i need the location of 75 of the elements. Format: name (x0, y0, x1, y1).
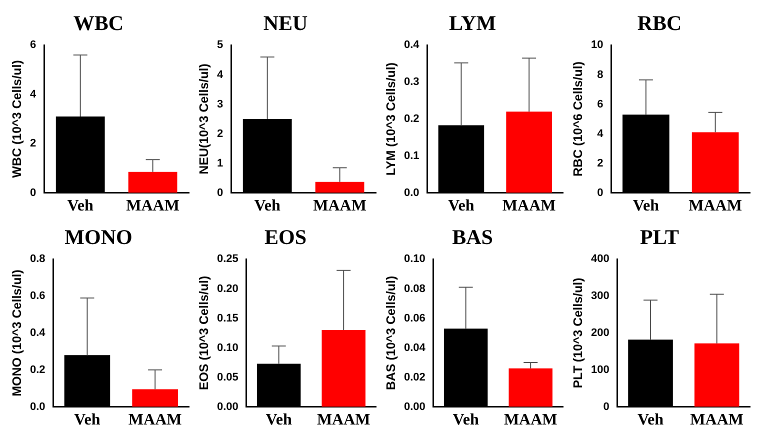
chart-title: EOS (264, 225, 307, 250)
x-tick-label: Veh (452, 412, 479, 429)
y-tick-label: 6 (30, 39, 36, 52)
x-tick-label: MAAM (688, 198, 742, 215)
y-axis-title: LYM (10^3 Cells/ul) (384, 62, 398, 176)
y-tick-label: 5 (216, 39, 224, 52)
y-tick-label: 200 (590, 327, 610, 340)
y-tick-label: 8 (597, 68, 604, 81)
y-tick-label: 0 (597, 186, 604, 199)
y-axis-title: MONO (10^3 Cells/ul) (10, 270, 24, 396)
x-tick-label: MAAM (313, 198, 366, 215)
y-tick-label: 0.25 (216, 253, 238, 266)
y-tick-label: 0.08 (404, 282, 426, 295)
x-tick-label: MAAM (316, 412, 370, 429)
y-tick-label: 100 (590, 364, 610, 376)
y-tick-label: 0 (216, 186, 224, 199)
y-tick-label: 4 (597, 128, 604, 140)
chart-title: NEU (263, 11, 308, 36)
y-tick-label: 0.4 (30, 327, 46, 340)
x-tick-label: Veh (632, 198, 660, 215)
x-tick-label: Veh (67, 198, 94, 215)
y-tick-label: 0.15 (216, 312, 238, 324)
x-tick-label: MAAM (504, 412, 558, 429)
x-tick-label: Veh (637, 412, 664, 429)
y-tick-label: 10 (590, 39, 604, 52)
y-axis-title: BAS (10^3 Cells/ul) (384, 276, 398, 390)
y-tick-label: 0.0 (404, 186, 420, 199)
y-tick-label: 2 (216, 128, 224, 140)
y-tick-label: 0.2 (404, 113, 420, 126)
chart-title: PLT (640, 225, 679, 250)
y-tick-label: 0.10 (404, 253, 426, 266)
y-tick-label: 0.0 (30, 400, 46, 413)
x-tick-label: MAAM (126, 198, 180, 215)
y-tick-label: 0.00 (216, 400, 238, 413)
y-tick-label: 0.00 (404, 400, 426, 413)
chart-title: BAS (452, 225, 493, 250)
y-tick-label: 3 (216, 98, 224, 110)
y-axis-title: PLT (10^3 Cells/ul) (570, 278, 585, 388)
y-tick-label: 4 (216, 68, 224, 81)
y-tick-label: 0.4 (404, 39, 420, 52)
x-tick-label: MAAM (128, 412, 182, 429)
y-axis-title: EOS (10^3 Cells/ul) (196, 276, 211, 390)
y-tick-label: 0.04 (404, 342, 426, 354)
y-tick-label: 0.05 (216, 371, 238, 384)
x-tick-label: Veh (74, 412, 100, 429)
y-tick-label: 0.02 (404, 371, 426, 384)
y-tick-label: 300 (590, 290, 610, 302)
chart-title: MONO (64, 225, 132, 250)
chart-title: WBC (73, 11, 124, 36)
y-tick-label: 0.06 (404, 312, 426, 324)
y-axis-title: NEU(10^3 Cells/ul) (196, 64, 211, 174)
x-tick-label: Veh (266, 412, 292, 429)
y-tick-label: 0.6 (30, 290, 46, 302)
x-tick-label: MAAM (502, 198, 556, 215)
chart-title: RBC (637, 11, 682, 36)
y-axis-title: RBC (10^6 Cells/ul) (570, 62, 585, 176)
x-tick-label: MAAM (690, 412, 744, 429)
x-tick-label: Veh (448, 198, 474, 215)
y-tick-label: 0.20 (216, 282, 238, 295)
y-tick-label: 400 (590, 253, 610, 266)
y-tick-label: 1 (216, 157, 224, 170)
y-tick-label: 4 (30, 88, 37, 100)
y-tick-label: 2 (597, 157, 604, 170)
y-tick-label: 0.3 (404, 76, 420, 88)
y-tick-label: 0.10 (216, 342, 238, 354)
y-tick-label: 0 (603, 400, 610, 413)
y-tick-label: 6 (597, 98, 604, 110)
chart-title: LYM (448, 11, 496, 36)
y-tick-label: 0.2 (30, 364, 46, 376)
y-tick-label: 2 (30, 138, 36, 150)
y-tick-label: 0.8 (30, 253, 46, 266)
y-tick-label: 0.1 (404, 150, 420, 162)
y-tick-label: 0 (30, 186, 36, 199)
y-axis-title: WBC (10^3 Cells/ul) (10, 60, 24, 178)
x-tick-label: Veh (254, 198, 280, 215)
